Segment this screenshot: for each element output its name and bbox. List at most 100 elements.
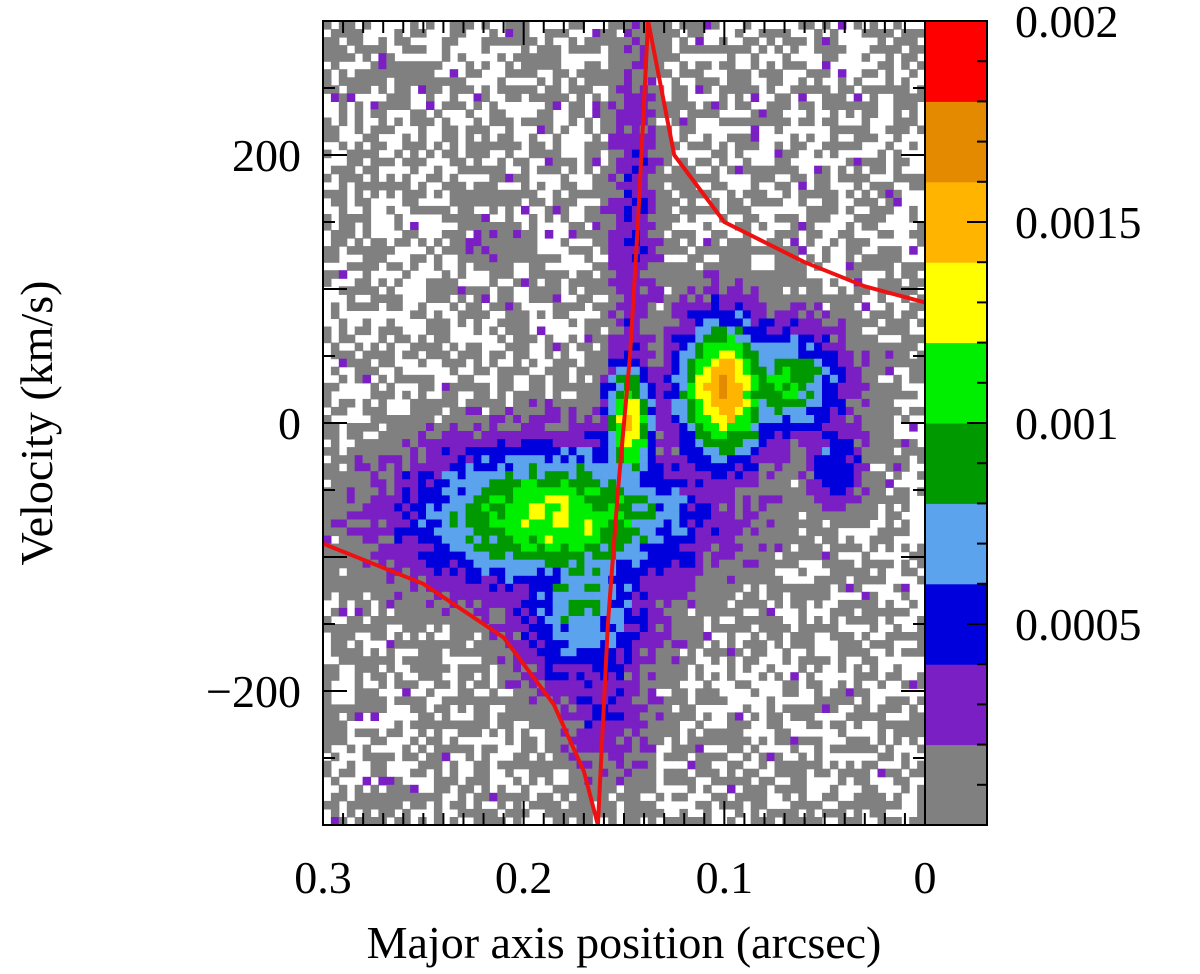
emission-pixel xyxy=(734,326,744,336)
emission-pixel xyxy=(386,784,395,794)
emission-pixel xyxy=(616,310,625,319)
emission-pixel xyxy=(592,495,601,504)
emission-pixel xyxy=(323,149,332,159)
emission-pixel xyxy=(544,294,554,303)
emission-pixel xyxy=(695,632,704,641)
emission-pixel xyxy=(473,792,482,802)
emission-pixel xyxy=(798,551,807,561)
emission-pixel xyxy=(734,527,744,537)
emission-pixel xyxy=(624,784,633,794)
emission-pixel xyxy=(829,616,839,625)
emission-pixel xyxy=(433,543,443,553)
emission-pixel xyxy=(798,736,807,746)
emission-pixel xyxy=(465,398,475,408)
emission-pixel xyxy=(521,784,530,794)
emission-pixel xyxy=(671,358,680,368)
emission-pixel xyxy=(552,302,562,311)
emission-pixel xyxy=(829,511,839,520)
emission-pixel xyxy=(521,567,530,577)
emission-pixel xyxy=(378,61,387,70)
emission-pixel xyxy=(766,664,776,673)
emission-pixel xyxy=(418,720,427,730)
emission-pixel xyxy=(528,149,538,159)
emission-pixel xyxy=(323,125,332,135)
emission-pixel xyxy=(711,656,720,665)
emission-pixel xyxy=(536,688,546,697)
emission-pixel xyxy=(837,439,847,448)
emission-pixel xyxy=(473,704,482,713)
emission-pixel xyxy=(806,358,815,368)
emission-pixel xyxy=(671,246,680,255)
emission-pixel xyxy=(750,423,760,432)
emission-pixel xyxy=(560,519,570,529)
emission-pixel xyxy=(703,599,712,609)
emission-pixel xyxy=(837,85,847,94)
emission-pixel xyxy=(338,624,348,633)
emission-pixel xyxy=(750,712,760,721)
emission-pixel xyxy=(758,519,768,529)
emission-pixel xyxy=(711,342,720,352)
emission-pixel xyxy=(814,406,823,416)
emission-pixel xyxy=(758,503,768,512)
emission-pixel xyxy=(727,591,736,601)
emission-pixel xyxy=(695,398,704,408)
emission-pixel xyxy=(402,575,411,585)
emission-pixel xyxy=(750,656,760,665)
emission-pixel xyxy=(426,278,435,287)
emission-pixel xyxy=(410,607,419,617)
emission-pixel xyxy=(647,503,657,512)
emission-pixel xyxy=(489,640,498,649)
emission-pixel xyxy=(592,543,601,553)
emission-pixel xyxy=(624,278,633,287)
emission-pixel xyxy=(536,704,546,713)
emission-pixel xyxy=(766,817,776,826)
emission-pixel xyxy=(394,495,403,504)
emission-pixel xyxy=(608,776,617,786)
emission-pixel xyxy=(734,141,744,151)
emission-pixel xyxy=(346,471,356,480)
emission-pixel xyxy=(798,93,807,102)
emission-pixel xyxy=(521,173,530,183)
emission-pixel xyxy=(758,447,768,456)
emission-pixel xyxy=(489,173,498,183)
emission-pixel xyxy=(766,624,776,633)
emission-pixel xyxy=(568,607,578,617)
emission-pixel xyxy=(528,559,538,569)
emission-pixel xyxy=(814,439,823,448)
emission-pixel xyxy=(536,495,546,504)
emission-pixel xyxy=(394,591,403,601)
emission-pixel xyxy=(806,760,815,770)
emission-pixel xyxy=(655,575,665,585)
emission-pixel xyxy=(489,728,498,738)
emission-pixel xyxy=(774,624,783,633)
emission-pixel xyxy=(378,85,387,94)
emission-pixel xyxy=(837,101,847,110)
emission-pixel xyxy=(703,760,712,770)
emission-pixel xyxy=(584,382,593,392)
emission-pixel xyxy=(758,792,768,802)
emission-pixel xyxy=(536,616,546,625)
emission-pixel xyxy=(703,101,712,110)
emission-pixel xyxy=(679,278,688,287)
emission-pixel xyxy=(386,101,395,110)
emission-pixel xyxy=(853,487,863,496)
emission-pixel xyxy=(544,559,554,569)
emission-pixel xyxy=(647,334,657,344)
emission-pixel xyxy=(338,286,348,295)
emission-pixel xyxy=(837,77,847,86)
emission-pixel xyxy=(845,406,855,416)
emission-pixel xyxy=(687,21,696,30)
emission-pixel xyxy=(576,85,585,94)
emission-pixel xyxy=(386,157,395,167)
emission-pixel xyxy=(473,543,482,553)
emission-pixel xyxy=(592,503,601,512)
emission-pixel xyxy=(576,744,585,754)
emission-pixel xyxy=(513,302,522,311)
emission-pixel xyxy=(544,656,554,665)
emission-pixel xyxy=(806,535,815,545)
emission-pixel xyxy=(433,599,443,609)
emission-pixel xyxy=(853,680,863,689)
emission-pixel xyxy=(497,463,506,472)
emission-pixel xyxy=(631,439,641,448)
emission-pixel xyxy=(663,648,673,657)
